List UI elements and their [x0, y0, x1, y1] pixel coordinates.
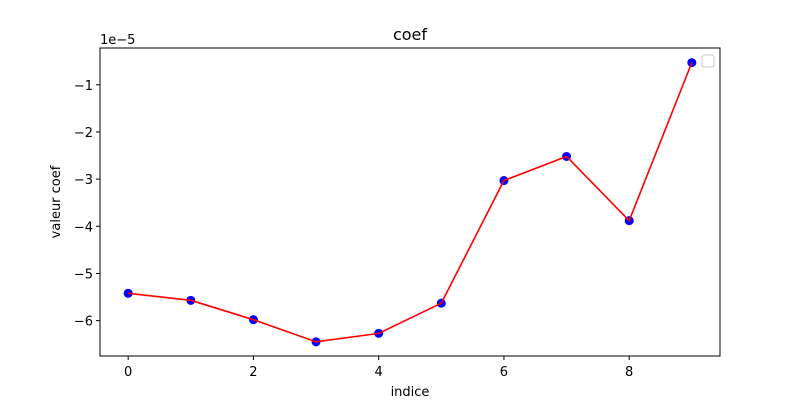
series-line: [128, 62, 693, 343]
x-tick-label: 2: [249, 365, 257, 380]
chart-title: coef: [393, 25, 427, 44]
x-tick-label: 6: [500, 365, 508, 380]
plot-frame: [99, 47, 721, 357]
x-tick-label: 4: [375, 365, 383, 380]
y-tick-label: −6: [74, 315, 93, 330]
y-scale-label: 1e−5: [100, 33, 135, 48]
y-tick-label: −5: [74, 267, 93, 282]
y-tick-label: −3: [74, 173, 93, 188]
y-tick-label: −2: [74, 126, 93, 141]
legend-box: [701, 54, 715, 68]
y-tick-label: −1: [74, 79, 93, 94]
y-axis-label: valeur coef: [49, 165, 64, 238]
x-axis-label: indice: [391, 385, 430, 400]
x-tick-label: 8: [625, 365, 633, 380]
y-tick-label: −4: [74, 220, 93, 235]
x-tick-label: 0: [124, 365, 132, 380]
